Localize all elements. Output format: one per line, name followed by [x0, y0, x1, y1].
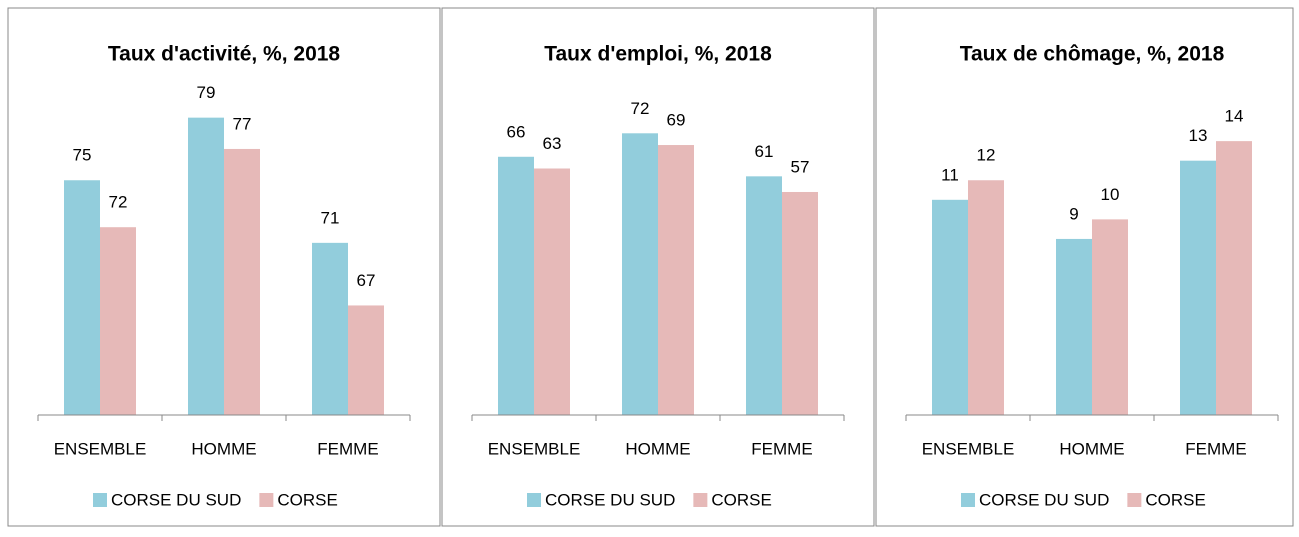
chart-title: Taux d'activité, %, 2018 — [108, 43, 341, 66]
legend-label: CORSE — [277, 490, 337, 509]
x-tick-label: HOMME — [191, 439, 256, 458]
legend-label: CORSE DU SUD — [111, 490, 241, 509]
x-tick-label: FEMME — [751, 439, 812, 458]
value-label: 77 — [233, 114, 252, 133]
value-label: 10 — [1101, 185, 1120, 204]
value-label: 11 — [941, 165, 959, 184]
bar — [224, 148, 260, 415]
value-label: 14 — [1225, 107, 1244, 126]
value-label: 69 — [667, 111, 686, 130]
bar — [1056, 238, 1092, 415]
x-tick-label: FEMME — [1185, 439, 1246, 458]
panel-border — [441, 7, 875, 527]
legend-label: CORSE — [711, 490, 771, 509]
value-label: 9 — [1069, 204, 1078, 223]
bar — [348, 305, 384, 415]
bar — [968, 180, 1004, 415]
x-tick-label: ENSEMBLE — [922, 439, 1015, 458]
value-label: 61 — [755, 142, 774, 161]
chart-title: Taux de chômage, %, 2018 — [960, 43, 1225, 66]
bar — [782, 191, 818, 415]
x-tick-label: HOMME — [625, 439, 690, 458]
bar — [1092, 219, 1128, 415]
value-label: 57 — [791, 157, 810, 176]
bar — [498, 156, 534, 415]
bar — [64, 180, 100, 415]
bar — [188, 117, 224, 416]
chart-title: Taux d'emploi, %, 2018 — [544, 43, 772, 66]
bar — [658, 145, 694, 415]
bar — [534, 168, 570, 415]
bar — [1216, 141, 1252, 415]
legend-swatch — [961, 493, 975, 507]
bar — [312, 242, 348, 415]
legend-label: CORSE DU SUD — [545, 490, 675, 509]
panel-border — [875, 7, 1294, 527]
bar — [100, 227, 136, 415]
value-label: 67 — [357, 271, 376, 290]
legend-swatch — [93, 493, 107, 507]
value-label: 79 — [197, 83, 216, 102]
value-label: 12 — [977, 146, 996, 165]
x-tick-label: FEMME — [317, 439, 378, 458]
legend-label: CORSE DU SUD — [979, 490, 1109, 509]
bar — [932, 199, 968, 415]
bar — [622, 133, 658, 416]
legend-label: CORSE — [1145, 490, 1205, 509]
legend-swatch — [527, 493, 541, 507]
value-label: 13 — [1189, 126, 1208, 145]
value-label: 72 — [109, 193, 128, 212]
value-label: 66 — [507, 122, 526, 141]
value-label: 72 — [631, 99, 650, 118]
x-tick-label: HOMME — [1059, 439, 1124, 458]
bar — [746, 176, 782, 415]
x-tick-label: ENSEMBLE — [54, 439, 147, 458]
x-tick-label: ENSEMBLE — [488, 439, 581, 458]
legend-swatch — [693, 493, 708, 507]
value-label: 63 — [543, 134, 562, 153]
legend-swatch — [259, 493, 274, 507]
legend-swatch — [1127, 493, 1142, 507]
value-label: 75 — [73, 146, 92, 165]
panel-border — [7, 7, 441, 527]
value-label: 71 — [321, 208, 340, 227]
bar — [1180, 160, 1216, 415]
